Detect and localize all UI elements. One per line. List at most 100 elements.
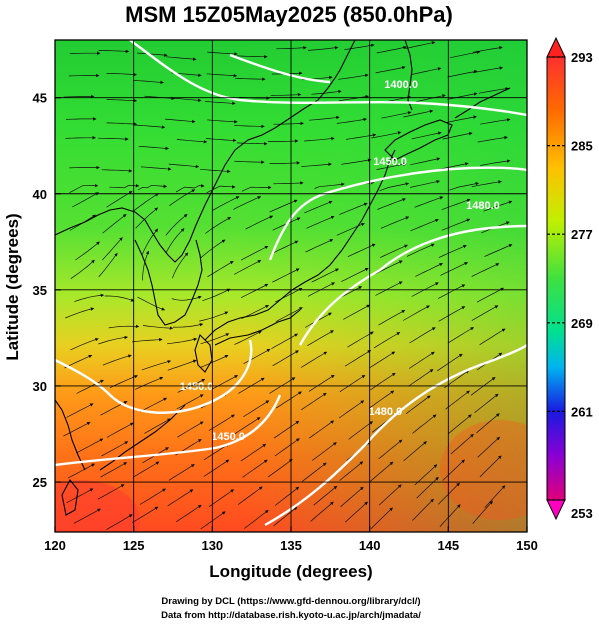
coastlines bbox=[55, 40, 511, 516]
streamline bbox=[135, 376, 164, 390]
streamline bbox=[101, 441, 129, 457]
coastline-ryukyu bbox=[99, 404, 186, 471]
streamline bbox=[479, 328, 506, 346]
streamline bbox=[102, 354, 132, 366]
streamline bbox=[441, 198, 471, 211]
streamline bbox=[137, 52, 168, 57]
streamline bbox=[63, 421, 91, 437]
credit-data: Data from http://database.rish.kyoto-u.a… bbox=[161, 610, 421, 621]
streamline bbox=[73, 508, 101, 524]
height-contours bbox=[55, 40, 527, 527]
streamline bbox=[410, 218, 439, 232]
streamline bbox=[438, 162, 469, 170]
coastline-hokkaido bbox=[384, 119, 453, 161]
streamline bbox=[175, 184, 205, 193]
streamline bbox=[234, 417, 261, 435]
contour-line bbox=[55, 394, 282, 467]
colorbar: 293 285 277 269 261 253 bbox=[546, 36, 593, 521]
streamline bbox=[172, 322, 204, 328]
streamline bbox=[301, 392, 327, 411]
streamline bbox=[240, 443, 267, 462]
streamline bbox=[438, 306, 466, 322]
coastline-kyushu bbox=[194, 333, 213, 373]
streamline bbox=[133, 193, 159, 212]
streamline bbox=[403, 441, 427, 462]
streamline bbox=[338, 94, 369, 102]
streamline bbox=[140, 166, 172, 171]
streamline bbox=[199, 311, 229, 322]
streamline bbox=[133, 80, 164, 85]
streamline bbox=[476, 287, 505, 303]
y-tick-label: 35 bbox=[33, 283, 47, 298]
streamline bbox=[450, 50, 481, 59]
streamline bbox=[203, 459, 230, 477]
streamline bbox=[479, 455, 502, 478]
streamline bbox=[338, 400, 365, 419]
streamline bbox=[243, 348, 271, 365]
streamline bbox=[302, 462, 327, 482]
streamline bbox=[347, 331, 374, 348]
coastline-taiwan bbox=[61, 479, 79, 516]
streamline bbox=[63, 94, 95, 99]
contour-label: 1450.0 bbox=[180, 381, 214, 393]
streamline bbox=[271, 333, 299, 350]
x-tick-label: 140 bbox=[359, 538, 381, 553]
streamline bbox=[344, 43, 375, 50]
streamline bbox=[340, 486, 364, 507]
streamline bbox=[101, 169, 133, 173]
streamline bbox=[69, 183, 99, 194]
x-axis-ticks: 120 125 130 135 140 145 150 bbox=[44, 526, 538, 553]
streamline bbox=[139, 488, 166, 505]
streamline bbox=[472, 66, 504, 74]
streamline bbox=[439, 504, 461, 527]
streamline bbox=[408, 369, 434, 387]
streamline bbox=[72, 192, 100, 208]
streamline bbox=[74, 293, 105, 302]
streamline bbox=[165, 118, 196, 124]
streamline bbox=[477, 436, 501, 458]
streamline bbox=[476, 413, 500, 434]
warm-patch bbox=[440, 420, 527, 520]
streamline bbox=[138, 145, 169, 151]
streamline bbox=[200, 511, 226, 530]
streamline bbox=[438, 482, 460, 505]
streamline bbox=[411, 67, 442, 75]
streamline bbox=[370, 507, 393, 529]
colorbar-body bbox=[546, 56, 566, 501]
streamline bbox=[234, 124, 265, 129]
streamline bbox=[378, 309, 406, 326]
streamline bbox=[310, 501, 334, 522]
streamline bbox=[106, 72, 137, 77]
x-tick-label: 145 bbox=[437, 538, 459, 553]
streamline bbox=[212, 196, 240, 211]
x-axis-label: Longitude (degrees) bbox=[209, 562, 372, 581]
streamline bbox=[379, 182, 410, 192]
streamline bbox=[336, 117, 367, 124]
streamline bbox=[368, 390, 395, 409]
streamline bbox=[347, 243, 376, 258]
streamline bbox=[68, 73, 100, 78]
colorbar-tick-label: 277 bbox=[571, 227, 593, 242]
streamline bbox=[378, 484, 402, 506]
y-tick-label: 40 bbox=[33, 187, 47, 202]
streamline bbox=[176, 394, 204, 410]
streamline bbox=[375, 65, 406, 74]
streamline bbox=[304, 200, 333, 214]
x-tick-label: 135 bbox=[280, 538, 302, 553]
streamline bbox=[142, 325, 174, 330]
streamline bbox=[308, 420, 335, 439]
streamline bbox=[235, 77, 266, 81]
streamline bbox=[70, 259, 95, 279]
streamline bbox=[205, 138, 237, 143]
streamline bbox=[245, 215, 274, 230]
streamline bbox=[205, 101, 236, 106]
wind-streamlines bbox=[63, 41, 513, 531]
streamline bbox=[98, 49, 130, 54]
streamline bbox=[471, 180, 502, 188]
streamline bbox=[242, 459, 268, 478]
streamline bbox=[440, 262, 469, 276]
streamline bbox=[477, 135, 508, 143]
streamline bbox=[76, 438, 104, 454]
colorbar-tick-label: 261 bbox=[571, 404, 593, 419]
